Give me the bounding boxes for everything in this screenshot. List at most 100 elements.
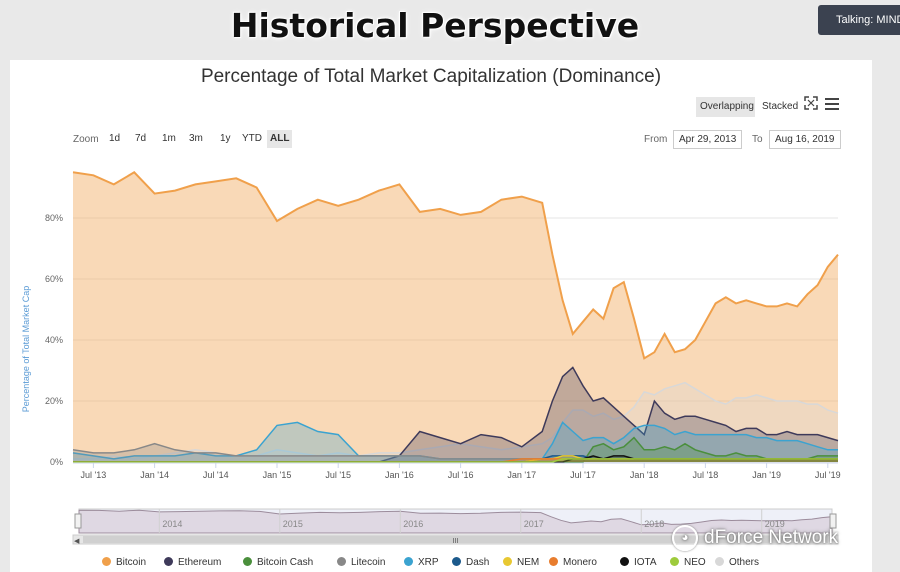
chart-title: Percentage of Total Market Capitalizatio…: [200, 66, 662, 87]
x-tick-label: Jan '18: [630, 470, 659, 480]
legend-item-iota[interactable]: IOTA: [620, 557, 657, 568]
navigator-right-handle[interactable]: [829, 513, 837, 529]
series-area-nem: [73, 455, 838, 462]
navigator-year-label: 2015: [283, 519, 303, 529]
legend-label: Litecoin: [351, 557, 386, 568]
x-tick-label: Jul '16: [448, 470, 474, 480]
series-area-iota: [73, 455, 838, 462]
y-tick-label: 60%: [45, 274, 63, 284]
y-tick-label: 20%: [45, 396, 63, 406]
x-tick-label: Jan '19: [752, 470, 781, 480]
legend-label: Monero: [563, 557, 597, 568]
legend-marker: [620, 557, 629, 566]
series-area-neo: [73, 458, 838, 462]
to-date-input[interactable]: Aug 16, 2019: [769, 130, 841, 149]
legend-marker: [549, 557, 558, 566]
to-label: To: [752, 134, 763, 145]
x-tick-label: Jul '15: [325, 470, 351, 480]
legend-label: XRP: [418, 557, 439, 568]
navigator-year-label: 2019: [765, 519, 785, 529]
legend-label: Ethereum: [178, 557, 222, 568]
zoom-1m-button[interactable]: 1m: [162, 133, 176, 144]
legend-item-neo[interactable]: NEO: [670, 557, 706, 568]
x-tick-label: Jul '18: [693, 470, 719, 480]
series-area-monero: [73, 458, 838, 462]
zoom-1d-button[interactable]: 1d: [109, 133, 121, 144]
legend-marker: [243, 557, 252, 566]
scrollbar-thumb[interactable]: [83, 536, 828, 543]
zoom-3m-button[interactable]: 3m: [189, 133, 203, 144]
zoom-7d-button[interactable]: 7d: [135, 133, 147, 144]
series-area-ethereum: [73, 367, 838, 462]
watermark: ◕ dForce Network: [672, 525, 838, 551]
y-tick-label: 40%: [45, 335, 63, 345]
navigator-year-label: 2014: [162, 519, 182, 529]
legend-label: NEO: [684, 557, 706, 568]
legend-label: Dash: [466, 557, 490, 568]
legend-label: NEM: [517, 557, 540, 568]
hamburger-menu-icon[interactable]: [825, 98, 839, 113]
x-tick-label: Jan '16: [385, 470, 414, 480]
series-area-others: [73, 382, 838, 462]
scrollbar-grip[interactable]: III: [453, 538, 459, 545]
stacked-button[interactable]: Stacked: [762, 101, 799, 112]
series-area-xrp: [73, 422, 838, 462]
from-label: From: [644, 134, 668, 145]
legend-marker: [452, 557, 461, 566]
legend-item-monero[interactable]: Monero: [549, 557, 597, 568]
legend-marker: [164, 557, 173, 566]
navigator-left-handle[interactable]: [74, 513, 82, 529]
series-area-dash: [73, 455, 838, 462]
x-tick-label: Jul '13: [81, 470, 107, 480]
x-tick-label: Jan '14: [140, 470, 169, 480]
watermark-text: dForce Network: [704, 527, 839, 549]
banner-title: Historical Perspective: [230, 6, 640, 45]
y-tick-label: 0%: [50, 457, 63, 467]
legend-item-xrp[interactable]: XRP: [404, 557, 439, 568]
navigator-series: [78, 509, 833, 534]
zoom-ytd-button[interactable]: YTD: [242, 133, 262, 144]
legend-item-bitcoin-cash[interactable]: Bitcoin Cash: [243, 557, 313, 568]
zoom-label: Zoom: [73, 134, 99, 145]
legend-marker: [715, 557, 724, 566]
legend-marker: [670, 557, 679, 566]
zoom-all-button[interactable]: ALL: [267, 130, 293, 148]
legend-item-ethereum[interactable]: Ethereum: [164, 557, 221, 568]
wechat-logo-icon: ◕: [672, 525, 698, 551]
y-tick-label: 80%: [45, 213, 63, 223]
legend-marker: [404, 557, 413, 566]
x-tick-label: Jul '19: [815, 470, 841, 480]
legend-item-others[interactable]: Others: [715, 557, 759, 568]
legend-marker: [337, 557, 346, 566]
x-tick-label: Jan '17: [507, 470, 536, 480]
expand-icon[interactable]: [804, 96, 818, 113]
navigator-year-label: 2017: [524, 519, 544, 529]
series-line-bitcoin: [72, 171, 839, 360]
navigator-year-label: 2018: [644, 519, 664, 529]
navigator-year-label: 2016: [403, 519, 423, 529]
talking-notification: Talking: MINDA: [818, 5, 900, 35]
legend-label: Others: [729, 557, 760, 568]
y-axis-label: Percentage of Total Market Cap: [21, 286, 31, 412]
series-area-litecoin: [73, 443, 838, 462]
legend-item-dash[interactable]: Dash: [452, 557, 489, 568]
legend-item-nem[interactable]: NEM: [503, 557, 539, 568]
x-tick-label: Jul '17: [570, 470, 596, 480]
legend-item-bitcoin[interactable]: Bitcoin: [102, 557, 146, 568]
series-area-bitcoin: [73, 172, 838, 463]
chart-panel: Percentage of Total Market Capitalizatio…: [10, 60, 872, 572]
zoom-1y-button[interactable]: 1y: [220, 133, 231, 144]
legend-label: Bitcoin Cash: [257, 557, 314, 568]
series-line-neo: [73, 458, 838, 463]
overlapping-button[interactable]: Overlapping: [696, 97, 755, 117]
series-line-xrp: [72, 421, 838, 460]
series-area-bitcoin-cash: [73, 437, 838, 462]
legend-marker: [503, 557, 512, 566]
legend-marker: [102, 557, 111, 566]
scrollbar-left-arrow[interactable]: ◀: [74, 538, 80, 545]
legend-item-litecoin[interactable]: Litecoin: [337, 557, 385, 568]
legend: Bitcoin Ethereum Bitcoin Cash Litecoin XRP Da…: [102, 557, 862, 571]
from-date-input[interactable]: Apr 29, 2013: [673, 130, 743, 149]
x-tick-label: Jul '14: [203, 470, 229, 480]
chart-plot: 0% 20% 40% 60% 80% Percentage of Total Market…: [21, 171, 841, 545]
